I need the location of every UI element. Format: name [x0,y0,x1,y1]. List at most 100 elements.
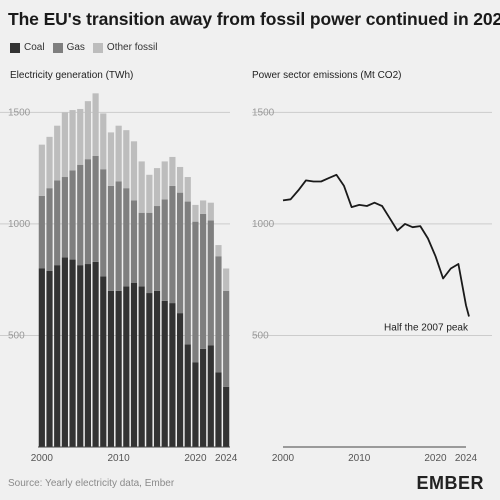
bar-gas-2014 [146,212,153,294]
bar-coal-2002 [54,265,61,447]
bar-other-fossil-2008 [100,113,107,170]
bar-coal-2016 [161,300,168,447]
x-tick-label: 2020 [424,453,447,464]
bar-gas-2020 [192,221,199,363]
annotation-label: Half the 2007 peak [384,322,469,333]
bar-gas-2022 [207,220,214,346]
bar-other-fossil-2000 [38,144,45,196]
bar-coal-2024 [223,386,230,447]
bar-other-fossil-2018 [176,166,184,193]
bar-other-fossil-2022 [207,202,214,221]
x-tick-label: 2010 [348,453,371,464]
legend-item-other-fossil: Other fossil [92,42,158,53]
bar-gas-2023 [215,256,222,373]
bar-coal-2011 [123,286,130,447]
bar-other-fossil-2015 [153,168,161,207]
bar-other-fossil-2007 [92,93,99,156]
emissions-line [282,173,470,317]
bar-gas-2008 [100,169,107,277]
y-tick-label: 500 [252,330,269,341]
bar-gas-2019 [184,201,191,345]
bar-gas-2004 [69,170,76,260]
bar-other-fossil-2002 [54,125,61,181]
bar-coal-2018 [176,313,184,447]
bar-gas-2021 [200,213,207,349]
emissions-panel-title: Power sector emissions (Mt CO2) [252,70,402,81]
legend: Coal Gas Other fossil [10,42,158,53]
x-tick-label: 2020 [184,453,207,464]
legend-swatch-other-fossil [92,42,103,53]
bar-gas-2002 [54,180,61,266]
bar-coal-2009 [107,290,115,447]
y-tick-label: 1500 [8,107,31,118]
bar-gas-2013 [138,212,145,287]
bar-coal-2005 [77,265,84,447]
bar-gas-2017 [169,185,176,304]
legend-label-coal: Coal [24,42,45,53]
legend-label-other-fossil: Other fossil [106,42,158,53]
bar-other-fossil-2011 [123,130,130,189]
bar-other-fossil-2003 [61,112,68,178]
bar-gas-2010 [115,181,122,291]
bar-gas-2011 [123,188,130,287]
bar-other-fossil-2012 [130,141,138,201]
bar-coal-2013 [138,286,145,447]
bar-coal-2007 [92,261,99,447]
x-tick-label: 2000 [272,453,295,464]
bar-other-fossil-2004 [69,110,76,171]
bar-coal-2004 [69,259,76,447]
bar-coal-2012 [130,283,138,447]
emissions-line-chart: 500 1000 1500 Half the 2007 peak 2000 2010 202… [252,107,492,464]
bar-coal-2015 [153,290,161,447]
bar-gas-2009 [107,185,115,291]
generation-bar-chart: 500 1000 1500 2000 2010 2020 2024 [0,93,238,464]
bar-other-fossil-2006 [84,101,92,160]
bar-coal-2006 [84,264,92,447]
bar-coal-2017 [169,303,176,447]
bar-other-fossil-2019 [184,177,191,202]
y-tick-label: 1000 [252,219,275,230]
bar-gas-2024 [223,290,230,387]
bar-coal-2020 [192,362,199,447]
chart-title: The EU's transition away from fossil pow… [8,9,500,29]
legend-swatch-coal [10,42,20,53]
bar-gas-2016 [161,199,168,301]
bar-gas-2000 [38,195,45,269]
bar-other-fossil-2020 [192,204,199,222]
bar-other-fossil-2009 [107,132,115,186]
bar-other-fossil-2014 [146,174,153,213]
x-tick-label: 2024 [215,453,238,464]
source-note: Source: Yearly electricity data, Ember [8,478,175,489]
x-tick-label: 2000 [31,453,54,464]
bar-gas-2005 [77,164,84,266]
legend-label-gas: Gas [66,42,85,53]
bar-gas-2006 [84,159,92,265]
bar-other-fossil-2001 [46,136,53,189]
legend-swatch-gas [52,42,63,53]
bar-gas-2003 [61,177,68,258]
y-tick-label: 500 [8,330,25,341]
bar-coal-2001 [46,270,53,447]
bar-coal-2023 [215,372,222,447]
y-tick-label: 1500 [252,107,275,118]
bar-other-fossil-2013 [138,161,145,213]
x-tick-label: 2024 [455,453,478,464]
bar-other-fossil-2021 [200,200,207,214]
bar-other-fossil-2005 [77,108,84,165]
bar-coal-2000 [38,268,45,447]
bar-coal-2003 [61,257,68,447]
bar-coal-2014 [146,293,153,447]
legend-item-coal: Coal [10,42,45,53]
bar-gas-2018 [176,192,184,314]
bar-coal-2019 [184,344,191,447]
bar-other-fossil-2023 [215,245,222,257]
bar-coal-2022 [207,345,214,447]
ember-logo: EMBER [416,473,484,493]
bar-gas-2007 [92,155,99,262]
bar-coal-2021 [200,348,207,447]
bar-coal-2008 [100,276,107,447]
generation-panel-title: Electricity generation (TWh) [10,70,134,81]
legend-item-gas: Gas [52,42,85,53]
bar-other-fossil-2024 [223,268,230,291]
